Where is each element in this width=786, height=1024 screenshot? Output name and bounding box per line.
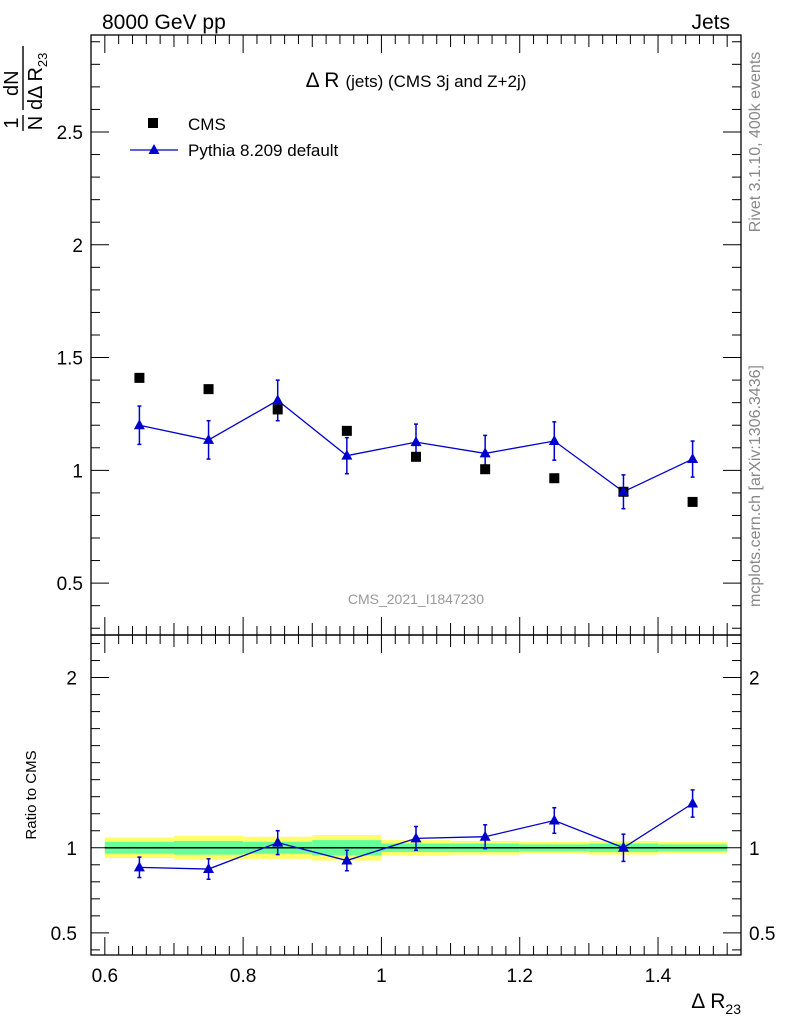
cms-point (411, 451, 421, 462)
pythia-point (133, 419, 145, 430)
ratio-ytick-label-right: 0.5 (749, 924, 775, 945)
cms-point (272, 404, 283, 415)
ratio-pythia-point (479, 830, 491, 841)
header-energy-label: 8000 GeV pp (102, 11, 226, 34)
x-axis-label: Δ R23 (691, 990, 741, 1017)
ylabel-denominator: dΔR23 (25, 53, 50, 110)
main-panel: 0.5 1 1.5 2 2.5 CMS_2021_I1847230 Δ R (jets) … (1, 34, 742, 636)
main-ylabel: 1 N dN dΔR23 (1, 46, 50, 131)
ratio-pythia-point (548, 814, 560, 825)
pythia-point (479, 447, 491, 458)
ratio-ytick-label-left: 2 (66, 669, 77, 690)
ylabel-N: N (25, 116, 47, 130)
ratio-plot-frame (90, 634, 742, 956)
main-plot-title: Δ R (jets) (CMS 3j and Z+2j) (306, 69, 527, 92)
watermark-label: CMS_2021_I1847230 (348, 591, 484, 607)
xtick-label: 0.8 (230, 966, 256, 987)
legend: CMS Pythia 8.209 default (130, 115, 339, 160)
xtick-label: 1.4 (645, 966, 672, 987)
pythia-point (203, 433, 215, 444)
main-ytick-label: 1.5 (57, 349, 83, 370)
main-ytick-labels: 0.5 1 1.5 2 2.5 (57, 123, 83, 595)
ratio-ytick-label-left: 1 (66, 839, 77, 860)
main-ytick-label: 1 (72, 461, 83, 482)
ratio-axis-ticks (91, 635, 741, 955)
ratio-ytick-label-right: 2 (749, 669, 760, 690)
ratio-ylabel: Ratio to CMS (23, 750, 40, 839)
pythia-point (410, 436, 422, 447)
main-ytick-label: 0.5 (57, 574, 83, 595)
rivet-info-label: Rivet 3.1.10, 400k events (747, 52, 764, 233)
cms-point (341, 425, 352, 436)
title-rest: (jets) (CMS 3j and Z+2j) (345, 72, 526, 91)
ylabel-one: 1 (1, 117, 23, 128)
mcplots-info-label: mcplots.cern.ch [arXiv:1306.3436] (747, 365, 764, 607)
legend-pythia-label: Pythia 8.209 default (188, 141, 339, 160)
cms-point (203, 384, 214, 395)
pythia-point (272, 394, 284, 405)
ratio-pythia-point (341, 854, 353, 865)
ratio-pythia-point (203, 863, 215, 874)
pythia-point (617, 485, 629, 496)
ratio-pythia-point (617, 841, 629, 852)
main-axis-ticks (91, 35, 741, 635)
cms-point (687, 496, 698, 507)
ratio-data-marks (133, 789, 699, 881)
main-ytick-label: 2 (72, 236, 83, 257)
legend-cms-marker (148, 118, 158, 128)
ratio-ytick-label-right: 1 (749, 839, 760, 860)
xtick-label: 1 (376, 966, 387, 987)
main-ytick-label: 2.5 (57, 123, 83, 144)
header-process-label: Jets (691, 11, 730, 34)
cms-point (480, 464, 491, 475)
cms-point (549, 473, 560, 484)
xtick-label: 1.2 (507, 966, 533, 987)
legend-pythia-marker (148, 144, 160, 154)
ratio-pythia-point (133, 861, 145, 872)
main-data-marks (133, 372, 699, 510)
xtick-label: 0.6 (92, 966, 118, 987)
ratio-ytick-label-left: 0.5 (51, 924, 77, 945)
cms-point (134, 372, 145, 383)
ratio-pythia-point (410, 832, 422, 843)
ratio-tick-labels: 0.5 0.5 1 1 2 2 0.6 0.8 1 1.2 1.4 (51, 669, 776, 987)
pythia-point (548, 435, 560, 446)
pythia-point (687, 453, 699, 464)
legend-cms-label: CMS (188, 115, 226, 134)
ylabel-dN: dN (1, 70, 23, 96)
pythia-point (341, 449, 353, 460)
ratio-panel: 0.5 0.5 1 1 2 2 0.6 0.8 1 1.2 1.4 Ratio to CMS Δ R2… (23, 634, 776, 1017)
ratio-pythia-point (272, 836, 284, 847)
title-delta-r: Δ R (306, 69, 340, 92)
ratio-pythia-point (687, 797, 699, 808)
